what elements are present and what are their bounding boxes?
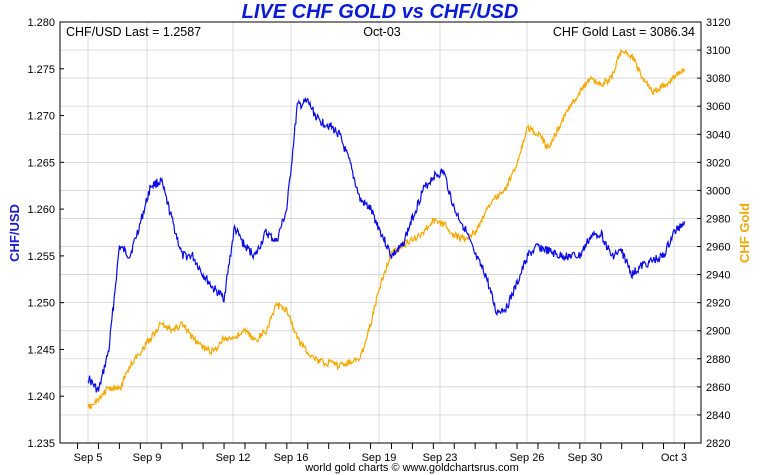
x-tick-label: Oct 3 bbox=[661, 452, 687, 464]
y-left-tick-label: 1.250 bbox=[27, 298, 55, 310]
y-left-tick-label: 1.235 bbox=[27, 438, 55, 450]
y-right-tick-label: 3120 bbox=[706, 17, 730, 29]
y-right-tick-label: 3060 bbox=[706, 101, 730, 113]
y-left-tick-label: 1.265 bbox=[27, 157, 55, 169]
y-left-tick-label: 1.240 bbox=[27, 391, 55, 403]
y-left-tick-label: 1.280 bbox=[27, 17, 55, 29]
left-axis-ticks: 1.235 1.240 1.245 1.250 1.255 1.260 1.265 1.270… bbox=[27, 17, 64, 450]
y-right-tick-label: 3080 bbox=[706, 73, 730, 85]
chf-usd-series-line bbox=[87, 96, 686, 393]
y-left-tick-label: 1.255 bbox=[27, 251, 55, 263]
footer-credit: world gold charts © www.goldchartsrus.co… bbox=[304, 462, 519, 474]
right-axis-ticks: 2820 2840 2860 2880 2900 2920 2940 2960 2980 3000… bbox=[697, 17, 730, 450]
x-axis-ticks: Sep 5 Sep 9 Sep 12 Sep 16 Sep 19 Sep 23 Sep 26… bbox=[74, 443, 687, 464]
y-right-tick-label: 3100 bbox=[706, 45, 730, 57]
y-right-tick-label: 2960 bbox=[706, 242, 730, 254]
x-tick-label: Sep 19 bbox=[362, 452, 397, 464]
y-left-axis-label: CHF/USD bbox=[7, 204, 22, 262]
y-right-tick-label: 2860 bbox=[706, 382, 730, 394]
y-right-tick-label: 3000 bbox=[706, 185, 730, 197]
y-left-tick-label: 1.275 bbox=[27, 64, 55, 76]
plot-frame bbox=[59, 21, 702, 444]
y-right-axis-label: CHF Gold bbox=[737, 203, 752, 263]
x-tick-label: Sep 26 bbox=[510, 452, 545, 464]
y-right-tick-label: 2980 bbox=[706, 213, 730, 225]
grid-lines bbox=[60, 21, 701, 444]
y-right-tick-label: 2940 bbox=[706, 270, 730, 282]
x-tick-label: Sep 16 bbox=[274, 452, 309, 464]
x-tick-label: Sep 5 bbox=[74, 452, 103, 464]
chf-gold-series-line bbox=[87, 48, 686, 410]
y-right-tick-label: 2900 bbox=[706, 326, 730, 338]
chart-title: LIVE CHF GOLD vs CHF/USD bbox=[242, 1, 519, 23]
x-tick-label: Sep 12 bbox=[216, 452, 251, 464]
y-right-tick-label: 2920 bbox=[706, 298, 730, 310]
right-last-value: CHF Gold Last = 3086.34 bbox=[553, 25, 695, 39]
y-right-tick-label: 2880 bbox=[706, 354, 730, 366]
x-tick-label: Sep 9 bbox=[133, 452, 162, 464]
y-left-tick-label: 1.270 bbox=[27, 111, 55, 123]
y-left-tick-label: 1.245 bbox=[27, 344, 55, 356]
date-label: Oct-03 bbox=[363, 25, 401, 39]
x-tick-label: Sep 30 bbox=[568, 452, 603, 464]
y-right-tick-label: 2820 bbox=[706, 438, 730, 450]
y-right-tick-label: 3020 bbox=[706, 157, 730, 169]
left-last-value: CHF/USD Last = 1.2587 bbox=[66, 25, 201, 39]
y-left-tick-label: 1.260 bbox=[27, 204, 55, 216]
y-right-tick-label: 2840 bbox=[706, 410, 730, 422]
x-tick-label: Sep 23 bbox=[423, 452, 458, 464]
y-right-tick-label: 3040 bbox=[706, 129, 730, 141]
